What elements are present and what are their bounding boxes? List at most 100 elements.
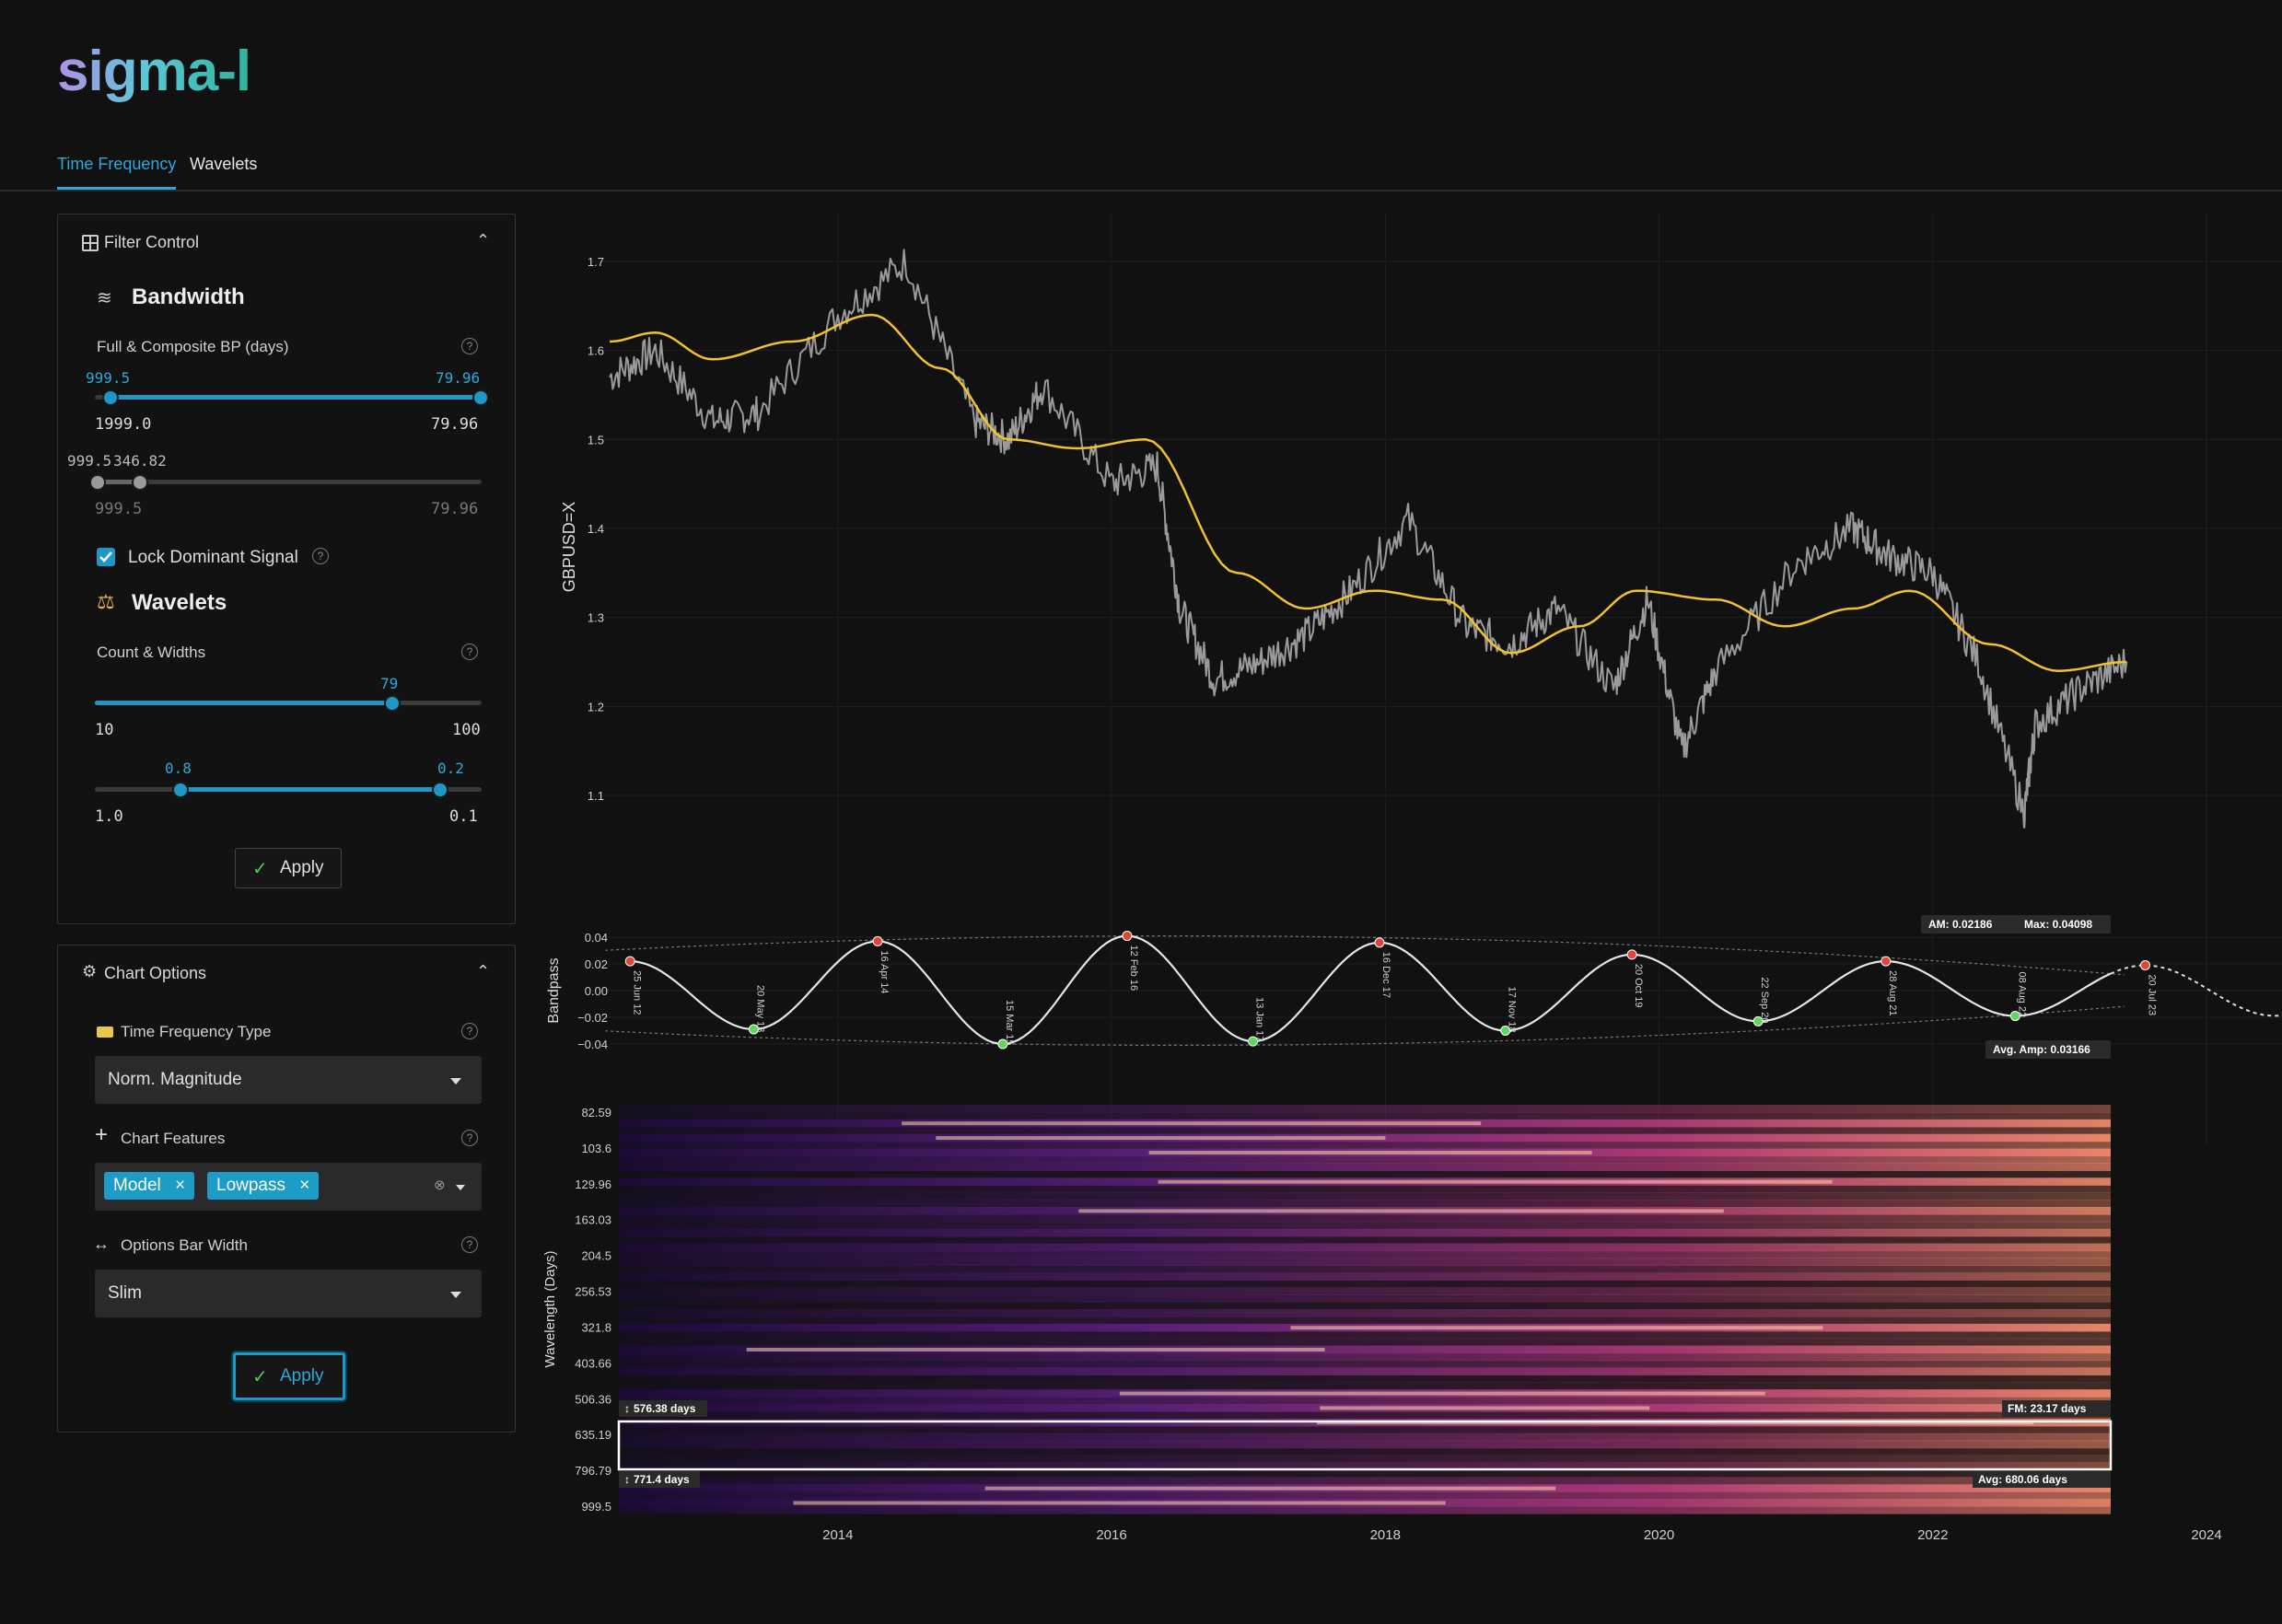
- bandpass-range-slider[interactable]: [95, 389, 489, 406]
- slider2-handle-right[interactable]: [132, 474, 148, 491]
- heatmap-band: [619, 1338, 2111, 1347]
- help-icon[interactable]: ?: [461, 644, 478, 660]
- heatmap-hotspot: [1148, 1151, 1592, 1154]
- width-slider-handle-right[interactable]: [432, 782, 448, 798]
- heatmap-band: [619, 1316, 2111, 1325]
- slider2-max-label: 79.96: [431, 500, 479, 518]
- heatmap-y-tick-label: 204.5: [581, 1249, 611, 1263]
- heatmap-band: [619, 1506, 2111, 1514]
- am-max-badge: AM: 0.02186 Max: 0.04098: [1921, 915, 2111, 934]
- feature-chip-lowpass[interactable]: Lowpass ×: [207, 1172, 320, 1200]
- clear-icon[interactable]: ⊗: [434, 1177, 446, 1193]
- trough-marker: [1500, 1026, 1511, 1036]
- chart-features-label: Chart Features: [121, 1130, 226, 1147]
- app-logo: sigma-l: [57, 40, 251, 103]
- heatmap-band: [619, 1258, 2111, 1266]
- wavelet-heatmap[interactable]: [619, 1105, 2111, 1514]
- bar-width-label: Options Bar Width: [121, 1236, 248, 1254]
- heatmap-band: [619, 1141, 2111, 1150]
- scales-icon: ⚖: [97, 590, 115, 613]
- bandpass-y-tick-label: −0.02: [577, 1011, 608, 1025]
- tab-wavelets[interactable]: Wavelets: [190, 155, 258, 173]
- heatmap-band: [619, 1294, 2111, 1303]
- width-slider-handle-left[interactable]: [172, 782, 189, 798]
- slider2-right-value: 346.82: [113, 452, 167, 470]
- x-tick-label: 2018: [1370, 1527, 1401, 1543]
- slider2-handle-left[interactable]: [89, 474, 106, 491]
- width-range-slider[interactable]: [95, 782, 482, 798]
- slider1-handle-left[interactable]: [102, 389, 119, 406]
- envelope-lower-line: [605, 1005, 2125, 1047]
- heatmap-y-tick-label: 796.79: [575, 1464, 611, 1478]
- check-icon: ✓: [252, 1367, 268, 1387]
- trough-date-label: 15 Mar 15: [1004, 1000, 1015, 1046]
- count-slider[interactable]: [95, 695, 482, 712]
- chart-features-multiselect[interactable]: Model × Lowpass × ⊗: [95, 1163, 482, 1211]
- bandpass-y-tick-label: −0.04: [577, 1038, 608, 1051]
- tf-type-value: Norm. Magnitude: [108, 1070, 242, 1089]
- heatmap-band: [619, 1345, 2111, 1354]
- heatmap-y-tick-label: 82.59: [581, 1106, 611, 1119]
- heatmap-band: [619, 1375, 2111, 1383]
- count-max-label: 100: [452, 721, 481, 739]
- count-slider-handle[interactable]: [384, 695, 401, 712]
- heatmap-band: [619, 1440, 2111, 1449]
- tf-type-select[interactable]: Norm. Magnitude: [95, 1056, 482, 1104]
- time-frequency-chart[interactable]: GBPUSD=X 1.71.61.51.41.31.21.1 Bandpass …: [534, 206, 2282, 1569]
- heatmap-band: [619, 1235, 2111, 1245]
- upper-band-badge: ↕ 576.38 days: [619, 1400, 707, 1417]
- dominant-band-highlight[interactable]: [617, 1420, 2113, 1471]
- lower-band-label: 771.4 days: [634, 1473, 690, 1486]
- filter-apply-button[interactable]: ✓ Apply: [235, 848, 342, 888]
- heatmap-y-tick-label: 256.53: [575, 1285, 611, 1299]
- avg-amp-text: Avg. Amp: 0.03166: [1993, 1043, 2090, 1056]
- wavelets-heading: Wavelets: [132, 590, 227, 615]
- help-icon[interactable]: ?: [461, 1236, 478, 1253]
- slider1-min-label: 1999.0: [95, 415, 152, 434]
- heatmap-band: [619, 1280, 2111, 1288]
- lowpass-series-line: [610, 313, 2127, 672]
- avg-badge: Avg: 680.06 days: [1973, 1471, 2111, 1488]
- slider1-handle-right[interactable]: [472, 389, 489, 406]
- help-icon[interactable]: ?: [461, 1023, 478, 1039]
- tab-time-frequency[interactable]: Time Frequency: [57, 155, 177, 190]
- chart-options-apply-button[interactable]: ✓ Apply: [233, 1352, 345, 1400]
- heatmap-y-tick-label: 321.8: [581, 1320, 611, 1334]
- bandpass-y-ticks: 0.04 0.02 0.00 −0.02 −0.04: [577, 931, 608, 1051]
- lock-dominant-checkbox[interactable]: [97, 548, 115, 566]
- chevron-down-icon: [450, 1078, 461, 1085]
- help-icon[interactable]: ?: [461, 338, 478, 354]
- heatmap-band: [619, 1192, 2111, 1201]
- peak-marker: [1122, 931, 1133, 942]
- heatmap-band: [619, 1105, 2111, 1113]
- chevron-down-icon: [456, 1185, 465, 1190]
- bandpass-projection-line: [2110, 964, 2282, 1017]
- remove-icon[interactable]: ×: [299, 1176, 310, 1195]
- bandpass-y-axis-label: Bandpass: [546, 957, 562, 1023]
- bar-width-select[interactable]: Slim: [95, 1270, 482, 1317]
- check-icon: ✓: [252, 859, 268, 879]
- peak-date-label: 28 Aug 21: [1887, 970, 1898, 1016]
- peak-date-label: 16 Dec 17: [1380, 952, 1391, 998]
- waves-icon: ≋: [97, 288, 112, 308]
- composite-range-slider[interactable]: [89, 474, 482, 491]
- width-slider-left-value: 0.8: [165, 760, 192, 777]
- feature-chip-model[interactable]: Model ×: [104, 1172, 195, 1200]
- bandpass-y-tick-label: 0.04: [585, 931, 608, 945]
- heatmap-band: [619, 1200, 2111, 1208]
- count-slider-value: 79: [380, 675, 399, 692]
- help-icon[interactable]: ?: [461, 1130, 478, 1146]
- heatmap-band: [619, 1272, 2111, 1281]
- x-tick-label: 2024: [2191, 1527, 2221, 1543]
- collapse-chevron-icon[interactable]: ⌃: [476, 962, 491, 980]
- heatmap-hotspot: [1119, 1391, 1765, 1396]
- chart-options-apply-label: Apply: [280, 1366, 324, 1386]
- remove-icon[interactable]: ×: [175, 1176, 186, 1195]
- collapse-chevron-icon[interactable]: ⌃: [476, 231, 491, 249]
- heatmap-band: [619, 1302, 2111, 1310]
- help-icon[interactable]: ?: [312, 548, 329, 564]
- heatmap-hotspot: [984, 1486, 1556, 1491]
- slider1-max-label: 79.96: [431, 415, 479, 434]
- trough-date-label: 08 Aug 22: [2016, 972, 2027, 1018]
- width-min-label: 1.0: [95, 807, 123, 826]
